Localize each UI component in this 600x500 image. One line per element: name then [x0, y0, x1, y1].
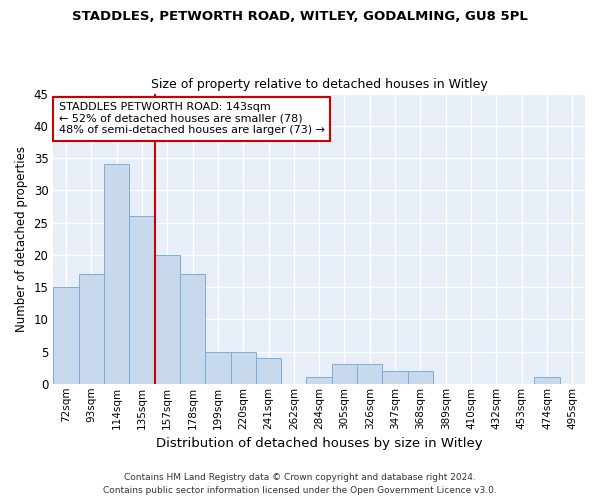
Bar [205, 352, 230, 384]
Bar [357, 364, 382, 384]
Bar [79, 274, 104, 384]
Text: STADDLES PETWORTH ROAD: 143sqm
← 52% of detached houses are smaller (78)
48% of : STADDLES PETWORTH ROAD: 143sqm ← 52% of … [59, 102, 325, 136]
Y-axis label: Number of detached properties: Number of detached properties [15, 146, 28, 332]
Bar [332, 364, 357, 384]
Bar [104, 164, 129, 384]
Bar [129, 216, 155, 384]
Bar [382, 371, 408, 384]
Bar [256, 358, 281, 384]
Bar [230, 352, 256, 384]
Bar [155, 255, 180, 384]
Text: Contains HM Land Registry data © Crown copyright and database right 2024.
Contai: Contains HM Land Registry data © Crown c… [103, 474, 497, 495]
Bar [53, 287, 79, 384]
Bar [535, 378, 560, 384]
Text: STADDLES, PETWORTH ROAD, WITLEY, GODALMING, GU8 5PL: STADDLES, PETWORTH ROAD, WITLEY, GODALMI… [72, 10, 528, 23]
Title: Size of property relative to detached houses in Witley: Size of property relative to detached ho… [151, 78, 488, 91]
Bar [307, 378, 332, 384]
X-axis label: Distribution of detached houses by size in Witley: Distribution of detached houses by size … [156, 437, 482, 450]
Bar [408, 371, 433, 384]
Bar [180, 274, 205, 384]
